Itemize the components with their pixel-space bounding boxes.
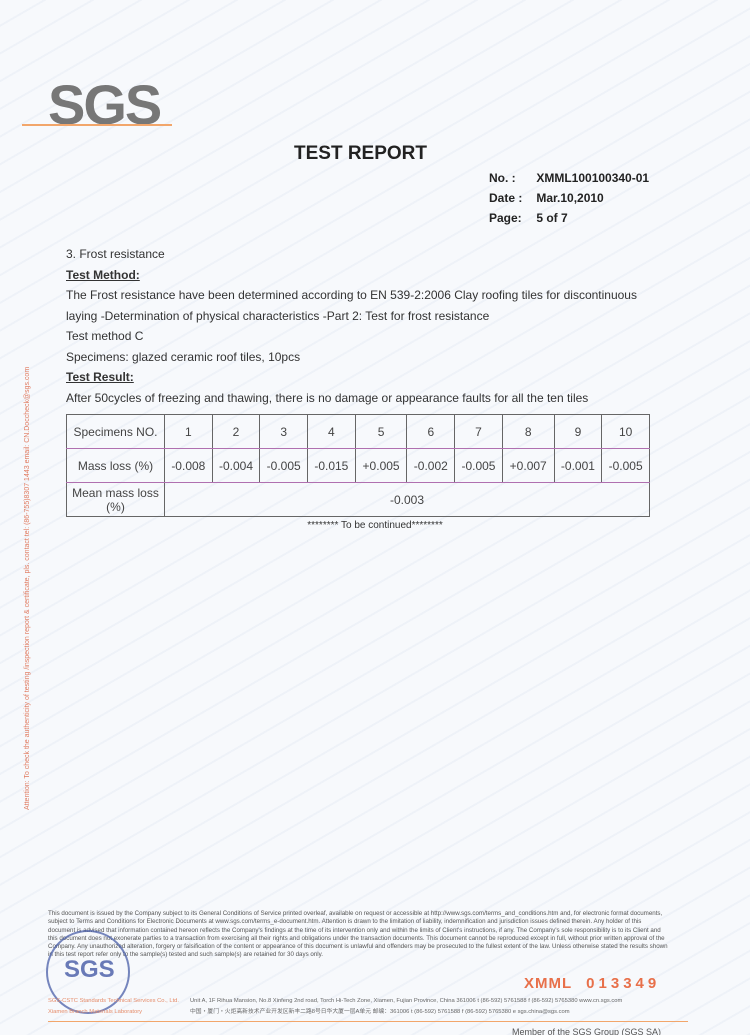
table-row: Specimens NO. 1 2 3 4 5 6 7 8 9 10 [66, 414, 650, 449]
serial-digits: 013349 [586, 975, 661, 992]
section-heading: 3. Frost resistance [66, 247, 165, 261]
member-note: Member of the SGS Group (SGS SA) [512, 1027, 662, 1035]
mean-value: -0.003 [164, 482, 650, 517]
mass-loss-value: -0.001 [553, 448, 603, 483]
test-result-text: After 50cycles of freezing and thawing, … [66, 390, 589, 405]
specimen-number: 10 [601, 414, 650, 449]
continued-note: ******** To be continued******** [307, 520, 443, 531]
specimen-number: 2 [211, 414, 261, 449]
stamp-text: SGS [64, 956, 115, 983]
logo-divider [22, 124, 172, 126]
test-method-heading: Test Method: [66, 267, 140, 282]
mass-loss-value: -0.004 [211, 448, 261, 483]
specimen-number: 3 [259, 414, 309, 449]
specimen-number: 4 [307, 414, 356, 449]
specimen-number: 1 [164, 414, 213, 449]
results-table: Specimens NO. 1 2 3 4 5 6 7 8 9 10 Mass loss (%) -0… [66, 414, 650, 517]
no-label: No. : [489, 171, 516, 185]
specimens-text: Specimens: glazed ceramic roof tiles, 10… [66, 349, 301, 364]
mass-loss-value: -0.005 [454, 448, 503, 483]
address-en: Unit A, 1F Rihua Mansion, No.8 Xinfeng 2… [190, 998, 623, 1004]
specimen-number: 6 [406, 414, 456, 449]
report-title: TEST REPORT [294, 143, 428, 164]
serial-prefix: XMML [524, 975, 573, 992]
report-date: Mar.10,2010 [536, 191, 604, 205]
footer-divider [48, 1021, 688, 1022]
specimen-number: 9 [553, 414, 603, 449]
table-row: Mean mass loss (%) -0.003 [66, 482, 650, 517]
report-number: XMML100100340-01 [536, 171, 650, 185]
specimen-number: 7 [454, 414, 503, 449]
disclaimer: This document is issued by the Company s… [48, 910, 668, 959]
mass-loss-value: -0.015 [307, 448, 356, 483]
company-name: SGS-CSTC Standards Technical Services Co… [48, 998, 180, 1015]
test-method-c: Test method C [66, 329, 144, 343]
sgs-stamp: SGS [46, 930, 130, 1014]
page-label: Page: [489, 211, 522, 225]
mass-loss-value: +0.007 [501, 448, 555, 483]
mass-loss-value: +0.005 [354, 448, 408, 483]
row-header: Mass loss (%) [66, 448, 165, 483]
report-meta: No. : XMML100100340-01 Date : Mar.10,201… [489, 168, 649, 228]
mass-loss-value: -0.005 [259, 448, 309, 483]
sgs-logo: SGS [48, 73, 162, 136]
specimen-number: 8 [501, 414, 555, 449]
mass-loss-value: -0.005 [601, 448, 650, 483]
row-header: Mean mass loss (%) [66, 482, 165, 517]
serial-number: XMML 013349 [524, 975, 660, 992]
test-method-text: The Frost resistance have been determine… [66, 288, 637, 323]
test-result-heading: Test Result: [66, 370, 134, 384]
mass-loss-value: -0.002 [406, 448, 456, 483]
specimen-number: 5 [354, 414, 408, 449]
row-header: Specimens NO. [66, 414, 165, 449]
date-label: Date : [489, 191, 523, 205]
report-body: 3. Frost resistance Test Method: The Fro… [66, 244, 666, 408]
address-cn: 中国・厦门・火炬高新技术产业开发区新丰二路8号日华大厦一层A单元 邮编：3610… [190, 1009, 570, 1015]
mass-loss-value: -0.008 [164, 448, 213, 483]
side-authenticity-note: Attention: To check the authenticity of … [24, 366, 31, 810]
table-row: Mass loss (%) -0.008 -0.004 -0.005 -0.015 +0.… [66, 448, 650, 483]
page-number: 5 of 7 [536, 211, 568, 225]
